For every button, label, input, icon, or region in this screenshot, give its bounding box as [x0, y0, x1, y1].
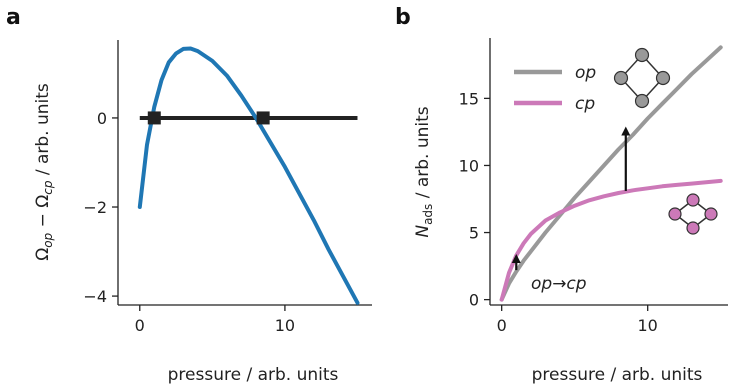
y-tick-label: −4 — [83, 287, 107, 306]
x-tick-label: 0 — [135, 316, 145, 335]
chart-b-xlabel: pressure / arb. units — [532, 365, 703, 385]
chart-b-legend: op cp — [514, 63, 596, 114]
series-line-0 — [137, 46, 360, 305]
chart-a-xlabel: pressure / arb. units — [168, 365, 339, 385]
y-tick-label: 10 — [459, 156, 479, 175]
chart-b-ylabel: Nads / arb. units — [413, 106, 435, 237]
y-tick-label: 0 — [97, 109, 107, 128]
legend-label-cp: cp — [575, 94, 595, 114]
series-line-cp — [499, 178, 723, 302]
chart-b: 0 10 0 5 10 15 — [459, 38, 728, 335]
crossing-marker — [147, 111, 161, 125]
cp-framework-icon — [668, 193, 718, 235]
x-tick-label: 10 — [638, 316, 658, 335]
y-tick-label: 5 — [469, 224, 479, 243]
transition-arrow-head — [621, 126, 631, 136]
x-tick-label: 0 — [497, 316, 507, 335]
op-framework-icon — [613, 47, 671, 109]
legend-label-op: op — [575, 63, 596, 83]
y-tick-label: −2 — [83, 198, 107, 217]
series-line-op — [499, 45, 723, 302]
chart-a: 0 10 0 −2 −4 — [83, 40, 372, 335]
chart-a-ylabel: Ωop − Ωcp / arb. units — [33, 83, 55, 261]
y-tick-label: 15 — [459, 89, 479, 108]
y-tick-label: 0 — [469, 291, 479, 310]
x-tick-label: 10 — [275, 316, 295, 335]
panel-a-label: a — [6, 5, 21, 30]
panel-b-label: b — [395, 5, 411, 30]
crossing-marker — [256, 111, 270, 125]
chart-b-annotation: op→cp — [531, 274, 587, 294]
transition-arrow-head — [511, 254, 521, 264]
